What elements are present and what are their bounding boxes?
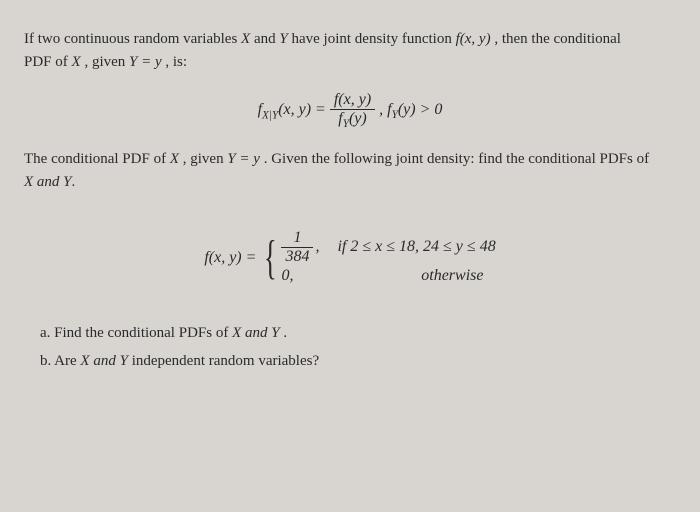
zero-case: 0, bbox=[281, 265, 315, 287]
comma: , bbox=[379, 101, 387, 118]
var-x: X bbox=[241, 31, 250, 47]
intro-text: , given bbox=[84, 54, 129, 70]
text: , given bbox=[183, 151, 228, 167]
dot: . bbox=[72, 174, 76, 190]
intro-text: , then the conditional bbox=[494, 31, 621, 47]
fraction: 1 384 bbox=[281, 229, 313, 265]
function-fxy: f(x, y) bbox=[456, 31, 491, 47]
var-x: X bbox=[72, 54, 81, 70]
expr-yeqy: Y = y bbox=[129, 54, 162, 70]
formula-lhs: (x, y) = bbox=[278, 101, 330, 118]
numerator: 1 bbox=[281, 229, 313, 248]
formula-lhs: f(x, y) = bbox=[204, 246, 256, 270]
var-y: Y bbox=[279, 31, 287, 47]
questions-block: a. Find the conditional PDFs of X and Y … bbox=[24, 322, 676, 373]
intro-text: , is: bbox=[165, 54, 187, 70]
intro-paragraph: If two continuous random variables X and… bbox=[24, 28, 676, 73]
intro-text: If two continuous random variables bbox=[24, 31, 241, 47]
denominator: fY(y) bbox=[330, 110, 375, 131]
vars-xy: X and Y bbox=[24, 174, 72, 190]
question-b: b. Are X and Y independent random variab… bbox=[40, 350, 676, 373]
expr-yeqy: Y = y bbox=[227, 151, 260, 167]
question-a: a. Find the conditional PDFs of X and Y … bbox=[40, 322, 676, 345]
intro-text: have joint density function bbox=[291, 31, 455, 47]
intro-text: and bbox=[254, 31, 279, 47]
var-x: X bbox=[170, 151, 179, 167]
joint-density-formula: f(x, y) = { 1 384 , if 2 ≤ x ≤ 18, 24 ≤ … bbox=[24, 229, 676, 288]
numerator: f(x, y) bbox=[330, 91, 375, 110]
text: . Given the following joint density: fin… bbox=[264, 151, 649, 167]
text: The conditional PDF of bbox=[24, 151, 170, 167]
brace-icon: { bbox=[264, 239, 277, 277]
condition-2: otherwise bbox=[333, 265, 483, 287]
cases: 1 384 , if 2 ≤ x ≤ 18, 24 ≤ y ≤ 48 0, ot… bbox=[281, 229, 495, 288]
intro-text: PDF of bbox=[24, 54, 72, 70]
para-2: The conditional PDF of X , given Y = y .… bbox=[24, 148, 676, 193]
fraction: f(x, y) fY(y) bbox=[330, 91, 375, 130]
condition: fY(y) > 0 bbox=[387, 101, 442, 118]
conditional-pdf-formula: fX|Y(x, y) = f(x, y) fY(y) , fY(y) > 0 bbox=[24, 91, 676, 130]
comma: , bbox=[315, 236, 319, 258]
condition-1: if 2 ≤ x ≤ 18, 24 ≤ y ≤ 48 bbox=[337, 236, 495, 258]
formula-sub: X|Y bbox=[262, 109, 278, 121]
denominator: 384 bbox=[281, 248, 313, 266]
